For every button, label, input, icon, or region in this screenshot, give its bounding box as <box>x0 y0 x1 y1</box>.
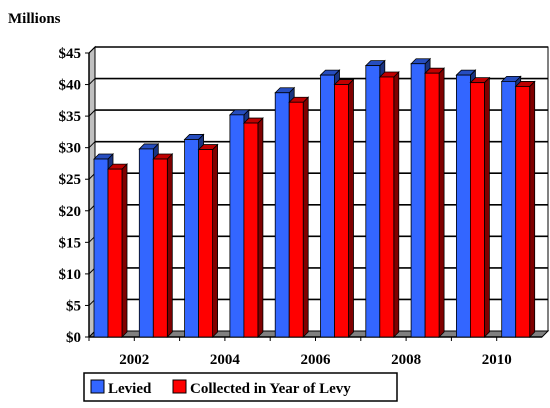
x-tick-label: 2002 <box>119 352 149 368</box>
y-tick-label: $30 <box>59 141 82 157</box>
y-tick-label: $20 <box>59 204 82 220</box>
legend-swatch <box>90 379 105 394</box>
gridline <box>88 141 96 149</box>
legend-swatch <box>172 379 187 394</box>
legend: Levied Collected in Year of Levy <box>83 372 398 402</box>
unit-label: Millions <box>8 11 61 27</box>
bar-collected-2005 <box>242 117 264 338</box>
gridline <box>88 78 96 85</box>
y-tick-label: $5 <box>66 298 81 314</box>
bar-collected-2002 <box>107 163 128 338</box>
bar-collected-2008 <box>378 71 400 338</box>
y-tick-label: $25 <box>59 172 82 188</box>
x-tick-label: 2010 <box>482 352 512 368</box>
legend-label: Collected in Year of Levy <box>190 381 351 397</box>
x-tick-label: 2006 <box>301 352 332 368</box>
bar-collected-2004 <box>197 143 219 338</box>
bar-collected-2010 <box>469 76 491 338</box>
bar-layer <box>93 57 536 338</box>
bar-collected-2009 <box>424 67 446 338</box>
y-tick-label: $35 <box>59 109 82 125</box>
gridline <box>88 109 96 117</box>
gridline <box>88 46 96 54</box>
y-tick-label: $15 <box>59 235 82 251</box>
y-tick-label: $0 <box>66 330 81 346</box>
bar-collected-2003 <box>152 153 174 338</box>
y-tick-label: $10 <box>59 267 82 283</box>
bar-collected-2007 <box>333 78 355 338</box>
x-tick-label: 2004 <box>210 352 241 368</box>
bar-collected-2006 <box>288 96 310 338</box>
y-tick-label: $45 <box>59 46 82 62</box>
legend-box <box>83 372 398 402</box>
y-tick-label: $40 <box>59 78 82 94</box>
legend-label: Levied <box>108 381 152 397</box>
x-tick-label: 2008 <box>391 352 421 368</box>
bar-collected-2011 <box>514 80 536 338</box>
